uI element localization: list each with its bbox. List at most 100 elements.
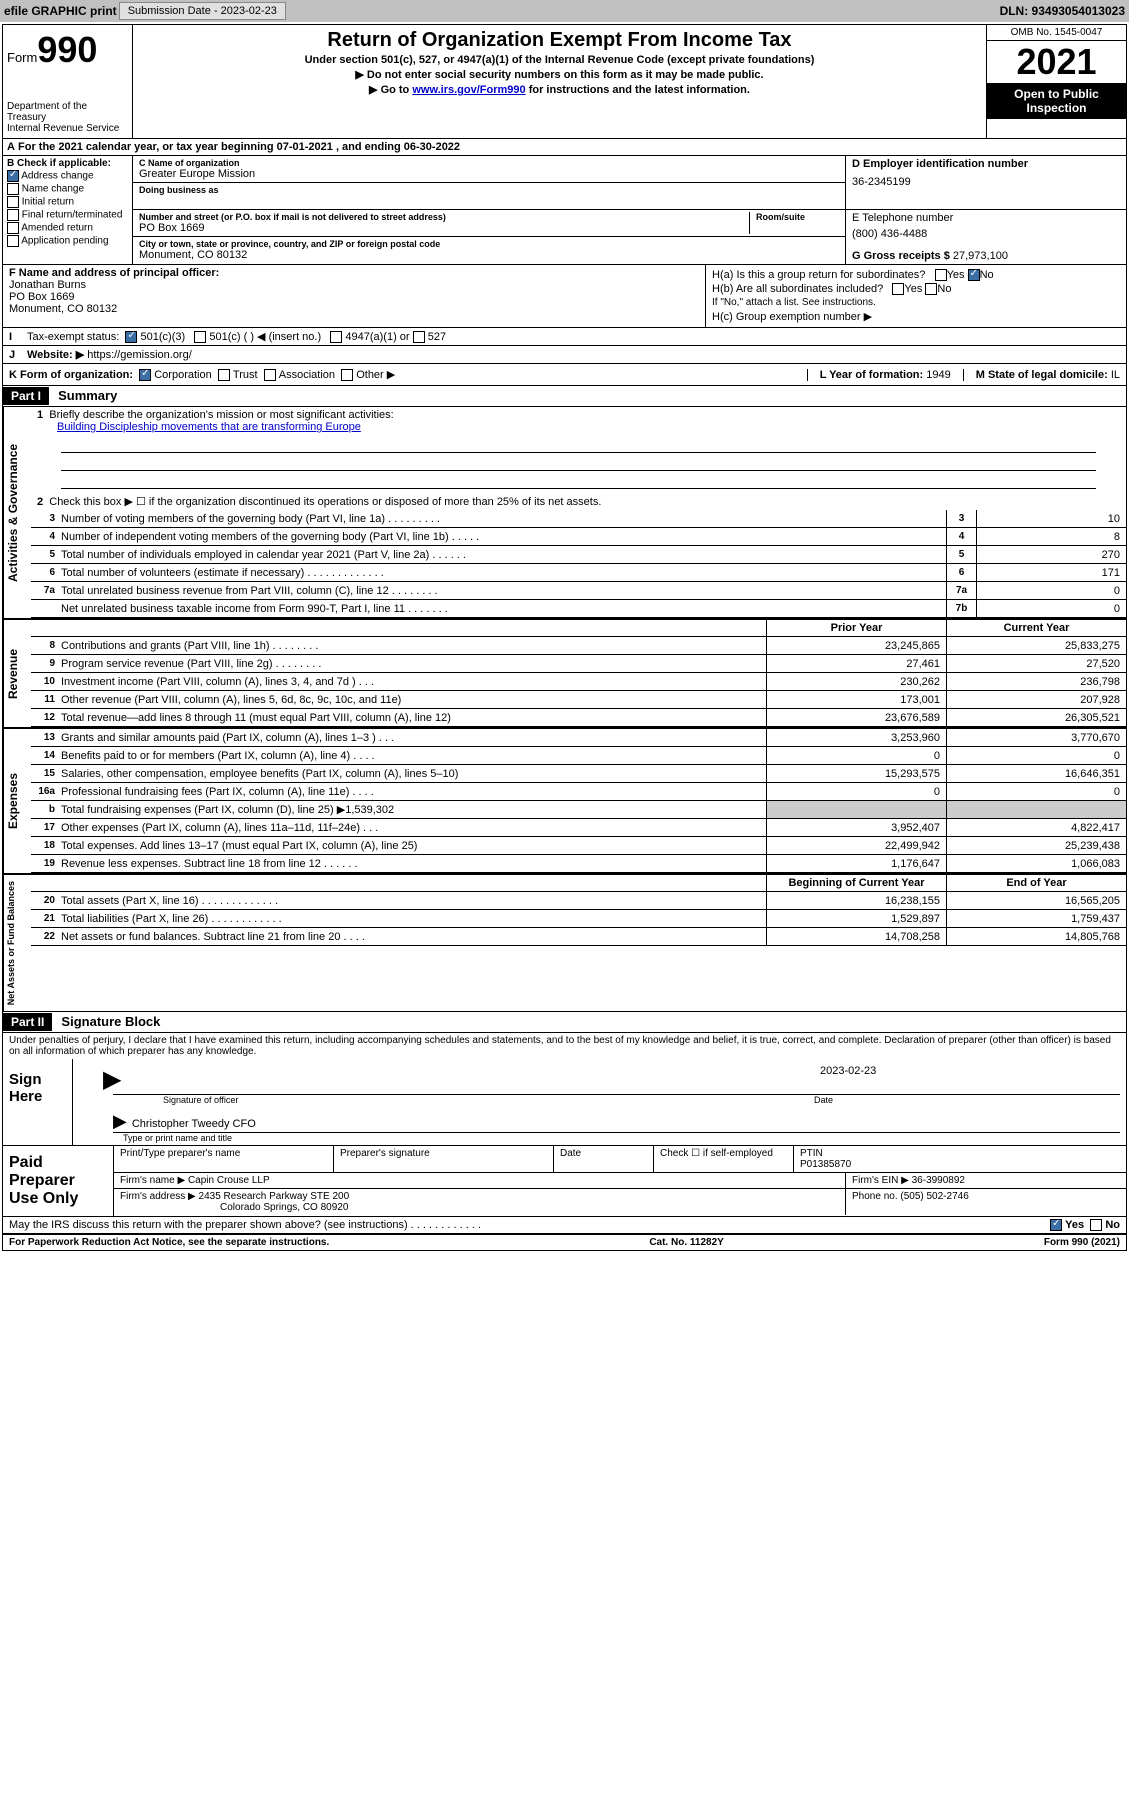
form-word: Form <box>7 50 37 65</box>
cb-corporation[interactable] <box>139 369 151 381</box>
line-14: 14 Benefits paid to or for members (Part… <box>31 747 1126 765</box>
line-15: 15 Salaries, other compensation, employe… <box>31 765 1126 783</box>
c-dba-label: Doing business as <box>139 185 839 195</box>
line-10: 10 Investment income (Part VIII, column … <box>31 673 1126 691</box>
h-b-note: If "No," attach a list. See instructions… <box>712 297 1120 308</box>
side-revenue: Revenue <box>3 620 31 727</box>
officer-addr1: PO Box 1669 <box>9 291 699 303</box>
firm-phone: (505) 502-2746 <box>900 1191 968 1202</box>
line-13: 13 Grants and similar amounts paid (Part… <box>31 729 1126 747</box>
firm-addr1: 2435 Research Parkway STE 200 <box>199 1191 350 1202</box>
line-4: 4 Number of independent voting members o… <box>31 528 1126 546</box>
g-gross-receipts: G Gross receipts $ 27,973,100 <box>852 250 1120 262</box>
cb-501c[interactable] <box>194 331 206 343</box>
cb-discuss-yes[interactable] <box>1050 1219 1062 1231</box>
hdr-current: Current Year <box>946 620 1126 636</box>
line2: 2 Check this box ▶ ☐ if the organization… <box>31 493 1126 510</box>
governance-table: Activities & Governance 1 Briefly descri… <box>3 407 1126 620</box>
row-a-tax-year: A For the 2021 calendar year, or tax yea… <box>3 139 1126 156</box>
cb-amended-return[interactable]: Amended return <box>7 222 128 234</box>
line-22: 22 Net assets or fund balances. Subtract… <box>31 928 1126 946</box>
paid-preparer-row: Paid Preparer Use Only Print/Type prepar… <box>3 1146 1126 1217</box>
officer-name: Jonathan Burns <box>9 279 699 291</box>
cb-final-return[interactable]: Final return/terminated <box>7 209 128 221</box>
discuss-text: May the IRS discuss this return with the… <box>9 1219 481 1231</box>
ptin-value: P01385870 <box>800 1159 851 1170</box>
prep-line-1: Print/Type preparer's name Preparer's si… <box>114 1146 1126 1173</box>
line-17: 17 Other expenses (Part IX, column (A), … <box>31 819 1126 837</box>
part2-title: Signature Block <box>61 1014 160 1029</box>
city-value: Monument, CO 80132 <box>139 249 839 261</box>
i-label: Tax-exempt status: <box>27 331 119 343</box>
part1-badge: Part I <box>3 387 49 405</box>
phone-value: (800) 436-4488 <box>852 228 1120 240</box>
expenses-table: Expenses 13 Grants and similar amounts p… <box>3 729 1126 875</box>
line-21: 21 Total liabilities (Part X, line 26) .… <box>31 910 1126 928</box>
e-label: E Telephone number <box>852 212 1120 224</box>
cb-501c3[interactable] <box>125 331 137 343</box>
row-klm: K Form of organization: Corporation Trus… <box>3 364 1126 386</box>
f-principal-officer: F Name and address of principal officer:… <box>3 265 706 327</box>
hdr-beg: Beginning of Current Year <box>766 875 946 891</box>
line-b: b Total fundraising expenses (Part IX, c… <box>31 801 1126 819</box>
cb-association[interactable] <box>264 369 276 381</box>
sign-here-label: Sign Here <box>3 1059 73 1145</box>
efile-label: efile GRAPHIC print <box>4 4 117 18</box>
footer-left: For Paperwork Reduction Act Notice, see … <box>9 1237 329 1248</box>
section-b-through-g: B Check if applicable: Address change Na… <box>3 156 1126 265</box>
cb-527[interactable] <box>413 331 425 343</box>
irs-link[interactable]: www.irs.gov/Form990 <box>412 84 525 96</box>
row-a-text: For the 2021 calendar year, or tax year … <box>18 141 460 153</box>
h-group-return: H(a) Is this a group return for subordin… <box>706 265 1126 327</box>
sign-here-row: Sign Here ▶ 2023-02-23 Signature of offi… <box>3 1059 1126 1146</box>
cb-discuss-no[interactable] <box>1090 1219 1102 1231</box>
cb-name-change[interactable]: Name change <box>7 183 128 195</box>
cb-4947[interactable] <box>330 331 342 343</box>
mission-line-1 <box>61 439 1096 453</box>
mission-text[interactable]: Building Discipleship movements that are… <box>57 421 1120 433</box>
line-9: 9 Program service revenue (Part VIII, li… <box>31 655 1126 673</box>
date-label: Date <box>814 1095 1114 1105</box>
part1-title: Summary <box>58 388 117 403</box>
line-18: 18 Total expenses. Add lines 13–17 (must… <box>31 837 1126 855</box>
form-header: Form990 Department of the Treasury Inter… <box>3 25 1126 139</box>
netassets-table: Net Assets or Fund Balances Beginning of… <box>3 875 1126 1012</box>
column-cde: C Name of organization Greater Europe Mi… <box>133 156 1126 264</box>
c-city-cell: City or town, state or province, country… <box>133 237 845 263</box>
e-g-cell: E Telephone number (800) 436-4488 G Gros… <box>846 210 1126 264</box>
form-number: 990 <box>37 29 97 70</box>
cb-application-pending[interactable]: Application pending <box>7 235 128 247</box>
hdr-prior: Prior Year <box>766 620 946 636</box>
line-19: 19 Revenue less expenses. Subtract line … <box>31 855 1126 873</box>
subtitle-3: ▶ Go to www.irs.gov/Form990 for instruct… <box>137 83 982 96</box>
d-ein-cell: D Employer identification number 36-2345… <box>846 156 1126 210</box>
part1-header: Part I Summary <box>3 386 1126 407</box>
c-name-label: C Name of organization <box>139 158 839 168</box>
subtitle-1: Under section 501(c), 527, or 4947(a)(1)… <box>137 54 982 66</box>
d-label: D Employer identification number <box>852 158 1028 170</box>
submission-date-button[interactable]: Submission Date - 2023-02-23 <box>119 2 286 20</box>
open-to-public: Open to Public Inspection <box>987 83 1126 119</box>
side-expenses: Expenses <box>3 729 31 873</box>
line-20: 20 Total assets (Part X, line 16) . . . … <box>31 892 1126 910</box>
street-address: PO Box 1669 <box>139 222 749 234</box>
side-governance: Activities & Governance <box>3 407 31 618</box>
prep-line-3: Firm's address ▶ 2435 Research Parkway S… <box>114 1189 1126 1215</box>
h-a: H(a) Is this a group return for subordin… <box>712 269 1120 281</box>
k-label: K Form of organization: <box>9 369 133 381</box>
ps-label: Preparer's signature <box>334 1146 554 1172</box>
form-990: Form990 Department of the Treasury Inter… <box>2 24 1127 1251</box>
l-year: L Year of formation: 1949 <box>807 369 963 381</box>
room-label: Room/suite <box>756 212 839 222</box>
type-label: Type or print name and title <box>113 1132 1120 1143</box>
cb-other[interactable] <box>341 369 353 381</box>
addr-label: Number and street (or P.O. box if mail i… <box>139 212 749 222</box>
side-net: Net Assets or Fund Balances <box>3 875 31 1011</box>
line-8: 8 Contributions and grants (Part VIII, l… <box>31 637 1126 655</box>
c-name-cell: C Name of organization Greater Europe Mi… <box>133 156 845 183</box>
cb-address-change[interactable]: Address change <box>7 170 128 182</box>
header-left: Form990 Department of the Treasury Inter… <box>3 25 133 138</box>
cb-initial-return[interactable]: Initial return <box>7 196 128 208</box>
revenue-table: Revenue Prior Year Current Year 8 Contri… <box>3 620 1126 729</box>
cb-trust[interactable] <box>218 369 230 381</box>
